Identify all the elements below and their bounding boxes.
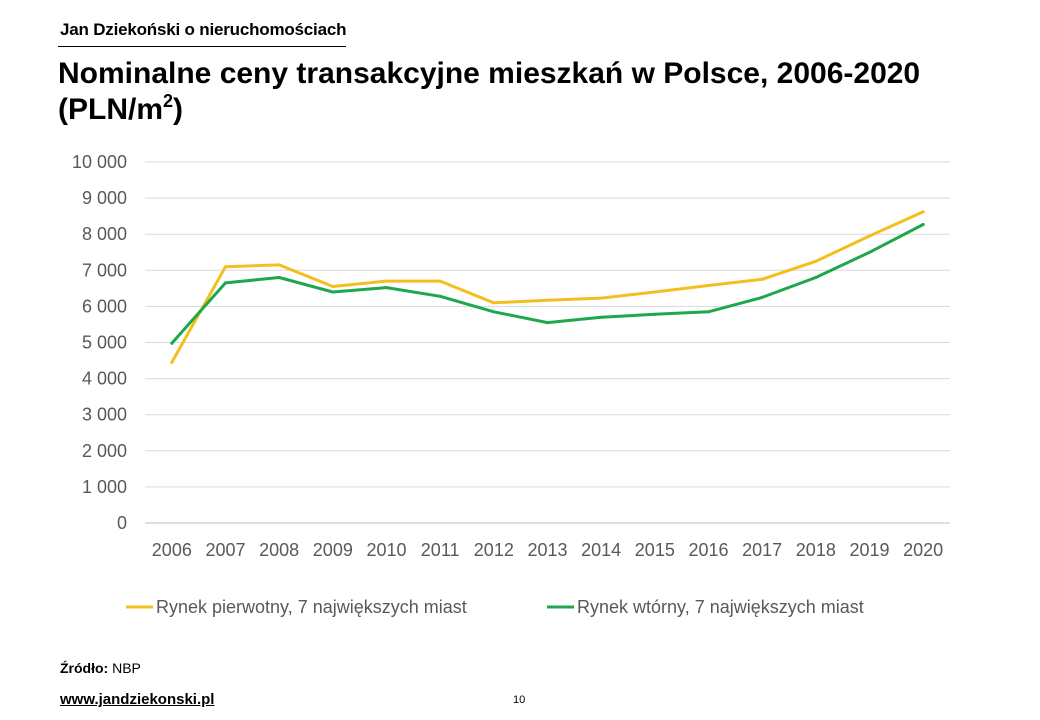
brand-underline [58,46,346,47]
data-point-primary-2006 [170,360,174,364]
data-point-secondary-2009 [331,290,335,294]
x-tick-label-2014: 2014 [581,540,621,560]
series-line-secondary-market [170,223,925,345]
data-point-primary-2008 [277,263,281,267]
y-tick-label-5000: 5 000 [82,333,127,353]
data-point-secondary-2014 [599,315,603,319]
data-point-primary-2013 [546,298,549,302]
legend-label-primary-market: Rynek pierwotny, 7 największych miast [156,597,467,617]
data-point-secondary-2011 [438,294,442,298]
data-point-primary-2017 [760,277,764,281]
data-point-secondary-2007 [224,281,227,285]
page-number: 10 [513,694,526,706]
title-main: Nominalne ceny transakcyjne mieszkań w P… [58,57,921,90]
title-unit-suffix: ) [173,93,184,126]
x-tick-label-2008: 2008 [259,540,299,560]
x-tick-label-2012: 2012 [474,540,514,560]
data-point-secondary-2013 [546,321,549,325]
brand-title: Jan Dziekoński o nieruchomościach [60,20,347,39]
x-tick-label-2011: 2011 [421,540,460,560]
y-tick-label-1000: 1 000 [82,477,127,497]
data-point-secondary-2016 [707,310,710,314]
data-point-primary-2018 [814,259,818,263]
data-point-secondary-2012 [492,310,496,314]
data-point-primary-2016 [707,283,710,287]
title-unit-sup: 2 [163,91,174,111]
y-tick-label-8000: 8 000 [82,224,127,244]
data-point-secondary-2020 [921,222,925,226]
data-point-primary-2009 [331,285,335,289]
x-tick-label-2015: 2015 [635,540,675,560]
data-point-primary-2015 [653,290,657,294]
x-tick-label-2013: 2013 [527,540,567,560]
data-point-secondary-2017 [760,295,764,299]
y-tick-label-7000: 7 000 [82,260,127,280]
x-tick-label-2007: 2007 [205,540,245,560]
data-point-secondary-2018 [814,276,818,280]
data-point-primary-2010 [385,279,388,283]
data-point-secondary-2010 [385,286,388,290]
y-tick-label-4000: 4 000 [82,369,127,389]
data-point-secondary-2008 [277,276,281,280]
y-tick-label-3000: 3 000 [82,405,127,425]
data-point-primary-2007 [224,265,227,269]
title-unit-prefix: (PLN/m [58,93,163,126]
source-note: Źródło: NBP [60,660,141,676]
source-value: NBP [112,660,141,676]
data-point-primary-2014 [599,296,603,300]
x-tick-label-2019: 2019 [849,540,889,560]
price-line-chart: 0 1 000 2 000 3 000 4 000 5 000 6 000 7 000 8 00… [72,152,950,617]
x-tick-label-2010: 2010 [366,540,406,560]
data-point-primary-2012 [492,301,496,305]
data-point-primary-2020 [921,210,925,214]
x-tick-label-2017: 2017 [742,540,782,560]
x-tick-label-2018: 2018 [796,540,836,560]
data-point-secondary-2019 [868,250,871,254]
page-title: Nominalne ceny transakcyjne mieszkań w P… [58,56,1018,128]
y-tick-label-0: 0 [117,513,127,533]
data-point-secondary-2006 [170,341,174,345]
y-tick-label-6000: 6 000 [82,296,127,316]
source-label: Źródło: [60,660,109,676]
x-tick-label-2006: 2006 [152,540,192,560]
x-tick-label-2016: 2016 [688,540,728,560]
website-link[interactable]: www.jandziekonski.pl [60,691,215,708]
y-tick-label-2000: 2 000 [82,441,127,461]
data-point-primary-2019 [868,234,871,238]
data-point-primary-2011 [438,279,442,283]
x-tick-label-2009: 2009 [313,540,353,560]
data-point-secondary-2015 [653,312,657,316]
y-tick-label-9000: 9 000 [82,188,127,208]
y-tick-label-10000: 10 000 [72,152,127,172]
x-tick-label-2020: 2020 [903,540,943,560]
legend-label-secondary-market: Rynek wtórny, 7 największych miast [577,597,864,617]
